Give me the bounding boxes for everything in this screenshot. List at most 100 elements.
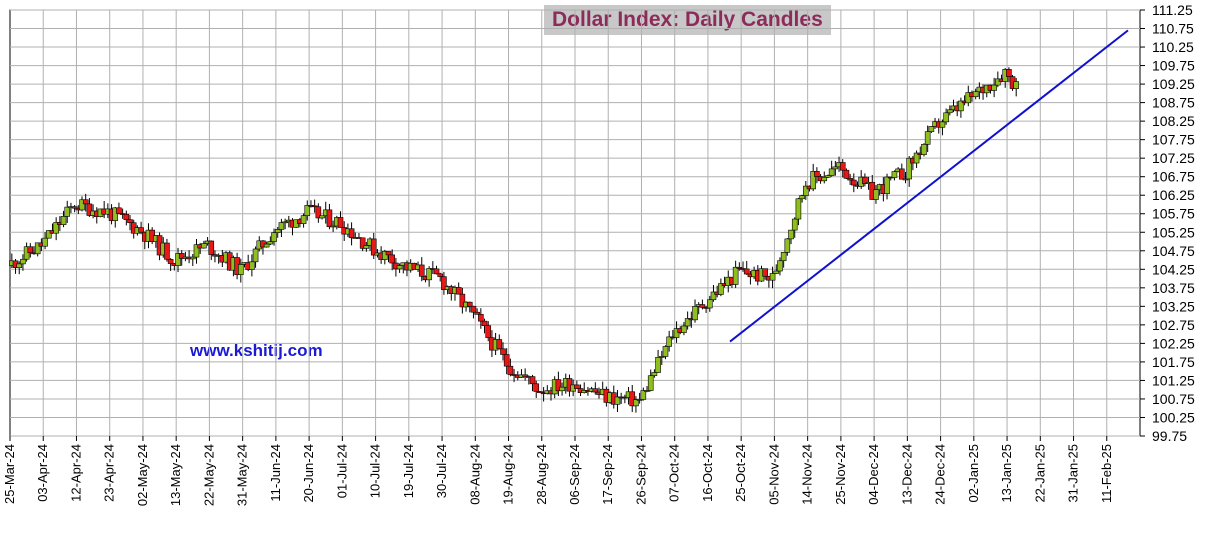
candle-body — [706, 299, 713, 309]
candle-body — [418, 264, 425, 277]
candle-body — [112, 207, 119, 221]
candle-body — [666, 336, 672, 347]
x-tick-label: 16-Oct-24 — [700, 444, 715, 502]
y-tick-label: 101.25 — [1152, 372, 1195, 388]
candle-body — [189, 256, 196, 260]
y-tick-label: 104.25 — [1152, 261, 1195, 277]
candle-body — [762, 268, 768, 277]
candle-body — [138, 227, 144, 233]
candle-body — [470, 305, 477, 313]
x-tick-label: 31-Jan-25 — [1066, 444, 1081, 503]
candle-body — [16, 263, 23, 268]
candle-body — [943, 112, 949, 123]
candle-body — [884, 176, 890, 195]
candle-body — [1013, 81, 1019, 89]
candle-body — [282, 221, 288, 224]
x-tick-label: 06-Sep-24 — [567, 444, 582, 505]
candle-body — [788, 229, 794, 240]
candle-body — [79, 199, 85, 211]
candle-body — [924, 131, 931, 145]
candle-body — [278, 222, 285, 230]
x-tick-label: 24-Dec-24 — [933, 444, 948, 505]
candle-body — [843, 169, 850, 179]
candle-body — [396, 265, 403, 270]
candle-body — [821, 176, 828, 182]
x-tick-label: 11-Jun-24 — [268, 444, 283, 502]
candle-body — [991, 84, 997, 91]
candle-body — [359, 237, 366, 249]
x-tick-label: 03-Apr-24 — [35, 444, 50, 502]
x-tick-label: 25-Mar-24 — [2, 444, 17, 504]
candle-body — [42, 237, 48, 247]
x-tick-label: 12-Apr-24 — [68, 444, 83, 502]
y-tick-label: 109.25 — [1152, 76, 1195, 92]
candle-body — [799, 195, 805, 200]
candle-body — [459, 293, 466, 308]
candle-body — [839, 162, 846, 171]
candle-body — [825, 175, 831, 178]
candle-body — [658, 356, 665, 358]
y-tick-label: 105.75 — [1152, 206, 1195, 222]
trend-line — [729, 29, 1129, 343]
candle-body — [636, 399, 643, 401]
candle-body — [478, 314, 484, 322]
x-tick-label: 19-Jul-24 — [401, 444, 416, 498]
candle-body — [795, 198, 802, 220]
y-tick-label: 103.25 — [1152, 298, 1195, 314]
candle-body — [382, 251, 388, 260]
candle-body — [995, 78, 1001, 86]
candle-body — [363, 245, 370, 249]
y-tick-label: 104.75 — [1152, 243, 1195, 259]
candle-body — [433, 268, 440, 275]
y-tick-label: 108.75 — [1152, 95, 1195, 111]
candle-body — [315, 206, 322, 219]
candle-body — [201, 243, 207, 249]
candle-body — [20, 258, 26, 265]
candle-body — [64, 206, 71, 217]
candle-body — [533, 383, 540, 392]
x-tick-label: 22-May-24 — [201, 444, 216, 506]
candle-body — [167, 259, 174, 264]
candle-body — [913, 152, 920, 164]
candle-body — [928, 126, 935, 132]
candle-body — [891, 171, 898, 178]
candle-body — [777, 260, 783, 272]
candle-body — [681, 325, 687, 333]
y-tick-label: 99.75 — [1152, 428, 1187, 444]
candle-body — [828, 168, 835, 176]
candle-body — [684, 318, 691, 327]
candle-body — [304, 205, 311, 216]
candle-body — [164, 242, 170, 260]
candle-body — [736, 266, 743, 269]
candle-body — [651, 372, 658, 377]
candle-body — [644, 390, 650, 392]
candles — [9, 67, 1019, 413]
x-tick-label: 22-Jan-25 — [1032, 444, 1047, 503]
candle-body — [123, 213, 130, 220]
candle-body — [319, 215, 325, 219]
candle-body — [791, 218, 798, 231]
candle-body — [614, 396, 621, 405]
candle-body — [348, 228, 355, 239]
candle-body — [337, 217, 344, 228]
candle-body — [743, 268, 750, 275]
candle-body — [699, 304, 706, 308]
candle-body — [537, 391, 543, 394]
candle-body — [455, 287, 462, 295]
candle-body — [385, 251, 392, 256]
x-tick-label: 23-Apr-24 — [102, 444, 117, 502]
y-tick-label: 107.75 — [1152, 132, 1195, 148]
y-tick-label: 106.25 — [1152, 187, 1195, 203]
candle-body — [555, 379, 562, 392]
y-tick-label: 103.75 — [1152, 280, 1195, 296]
x-tick-label: 19-Aug-24 — [501, 444, 516, 505]
candle-body — [53, 222, 59, 234]
candle-body — [655, 356, 661, 373]
y-tick-label: 101.75 — [1152, 354, 1195, 370]
y-tick-label: 105.25 — [1152, 224, 1195, 240]
y-tick-label: 111.25 — [1152, 2, 1193, 18]
candle-body — [238, 264, 244, 275]
candle-body — [692, 306, 698, 321]
candle-body — [522, 374, 528, 378]
